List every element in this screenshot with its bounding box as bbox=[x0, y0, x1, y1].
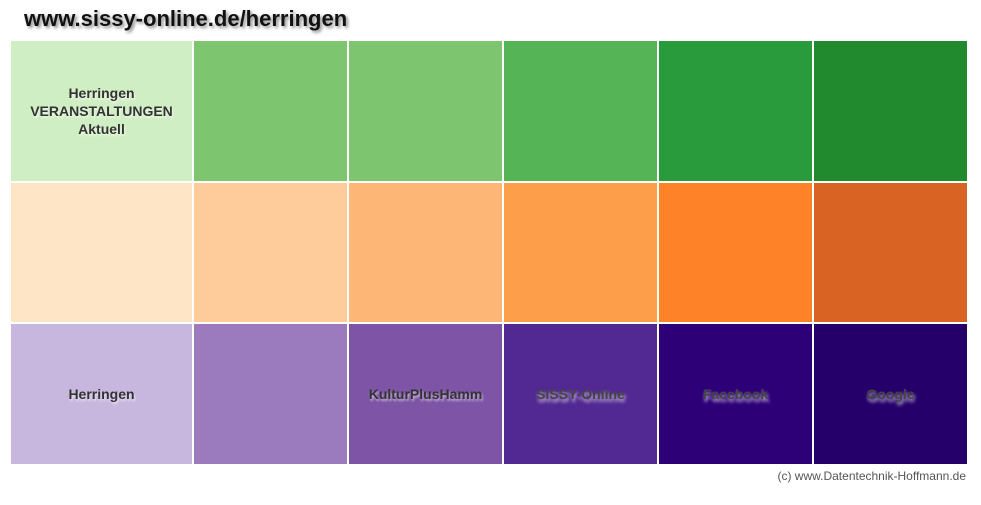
tile-herringen[interactable]: Herringen bbox=[11, 324, 192, 464]
tile-r1-c4[interactable] bbox=[659, 183, 812, 322]
tile-label: SISSY-Online bbox=[536, 386, 625, 402]
tile-facebook[interactable]: Facebook bbox=[659, 324, 812, 464]
tile-r1-c0[interactable] bbox=[11, 183, 192, 322]
tile-r1-c2[interactable] bbox=[349, 183, 502, 322]
tile-r0-c5[interactable] bbox=[814, 41, 967, 181]
tile-google[interactable]: Google bbox=[814, 324, 967, 464]
tile-r2-c1[interactable] bbox=[194, 324, 347, 464]
tile-r1-c1[interactable] bbox=[194, 183, 347, 322]
tile-kulturplushamm[interactable]: KulturPlusHamm bbox=[349, 324, 502, 464]
tile-grid: Herringen VERANSTALTUNGEN Aktuell Herring… bbox=[11, 41, 967, 464]
tile-herringen[interactable]: Herringen VERANSTALTUNGEN Aktuell bbox=[11, 41, 192, 181]
tile-label: Facebook bbox=[702, 386, 769, 402]
tile-r0-c1[interactable] bbox=[194, 41, 347, 181]
tile-label: Herringen bbox=[68, 386, 135, 402]
copyright-footer[interactable]: (c) www.Datentechnik-Hoffmann.de bbox=[777, 469, 966, 483]
tile-r1-c3[interactable] bbox=[504, 183, 657, 322]
tile-r0-c2[interactable] bbox=[349, 41, 502, 181]
page-title: www.sissy-online.de/herringen bbox=[24, 6, 348, 31]
tile-label: KulturPlusHamm bbox=[368, 386, 483, 402]
tile-sissy-online[interactable]: SISSY-Online bbox=[504, 324, 657, 464]
tile-r1-c5[interactable] bbox=[814, 183, 967, 322]
tile-r0-c4[interactable] bbox=[659, 41, 812, 181]
tile-r0-c3[interactable] bbox=[504, 41, 657, 181]
tile-label: Herringen VERANSTALTUNGEN Aktuell bbox=[30, 85, 173, 137]
tile-label: Google bbox=[866, 386, 915, 402]
